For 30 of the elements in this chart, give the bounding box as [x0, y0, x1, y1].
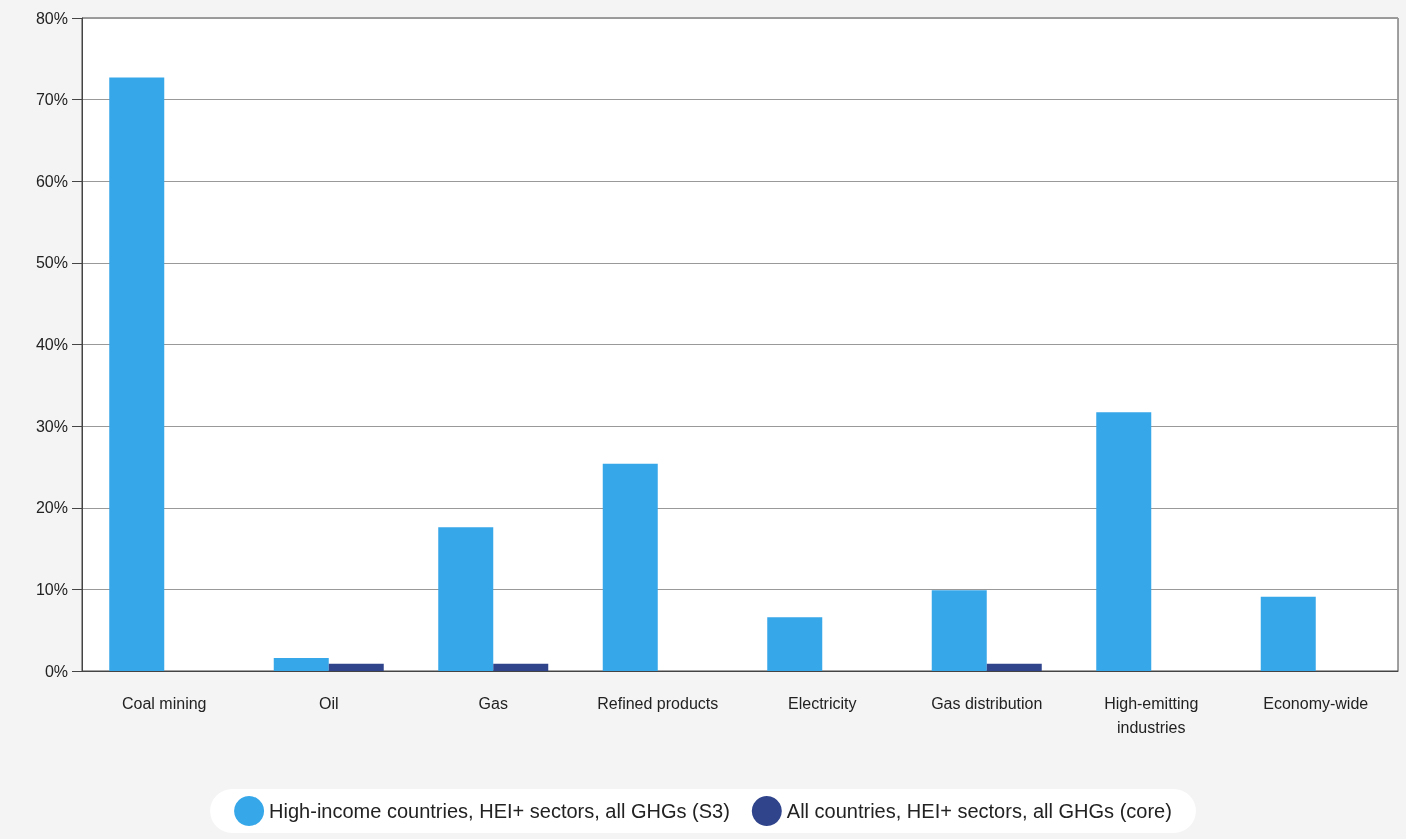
bar: [493, 663, 549, 671]
bar: [986, 663, 1042, 671]
bar: [602, 463, 658, 671]
y-tick-label: 20%: [35, 499, 68, 517]
x-tick-label: High-emitting industries: [1104, 694, 1199, 736]
x-tick-label: Gas: [478, 694, 508, 712]
bar: [931, 590, 987, 671]
y-tick-label: 50%: [35, 254, 68, 272]
bar: [767, 617, 823, 671]
bar: [273, 657, 329, 671]
y-tick-label: 60%: [35, 172, 68, 190]
y-tick-label: 10%: [35, 580, 68, 598]
bar: [1096, 412, 1152, 671]
x-tick-label: Economy-wide: [1263, 694, 1369, 712]
y-tick-label: 70%: [35, 91, 68, 109]
x-tick-label: Oil: [318, 694, 339, 712]
bar: [1260, 596, 1316, 671]
x-tick-label: Refined products: [597, 694, 719, 712]
y-tick-label: 0%: [44, 662, 68, 680]
x-tick-label: Coal mining: [122, 694, 207, 712]
legend-label: All countries, HEI+ sectors, all GHGs (core): [786, 800, 1172, 822]
bar: [328, 663, 384, 671]
legend-label: High-income countries, HEI+ sectors, all GHGs (S3): [269, 800, 730, 822]
y-tick-label: 40%: [35, 336, 68, 353]
bar: [109, 77, 165, 671]
bar: [438, 527, 494, 671]
y-tick-label: 30%: [35, 417, 68, 435]
y-tick-label: 80%: [35, 9, 68, 27]
x-tick-label: Gas distribution: [931, 694, 1043, 712]
x-tick-label: Electricity: [788, 694, 857, 712]
